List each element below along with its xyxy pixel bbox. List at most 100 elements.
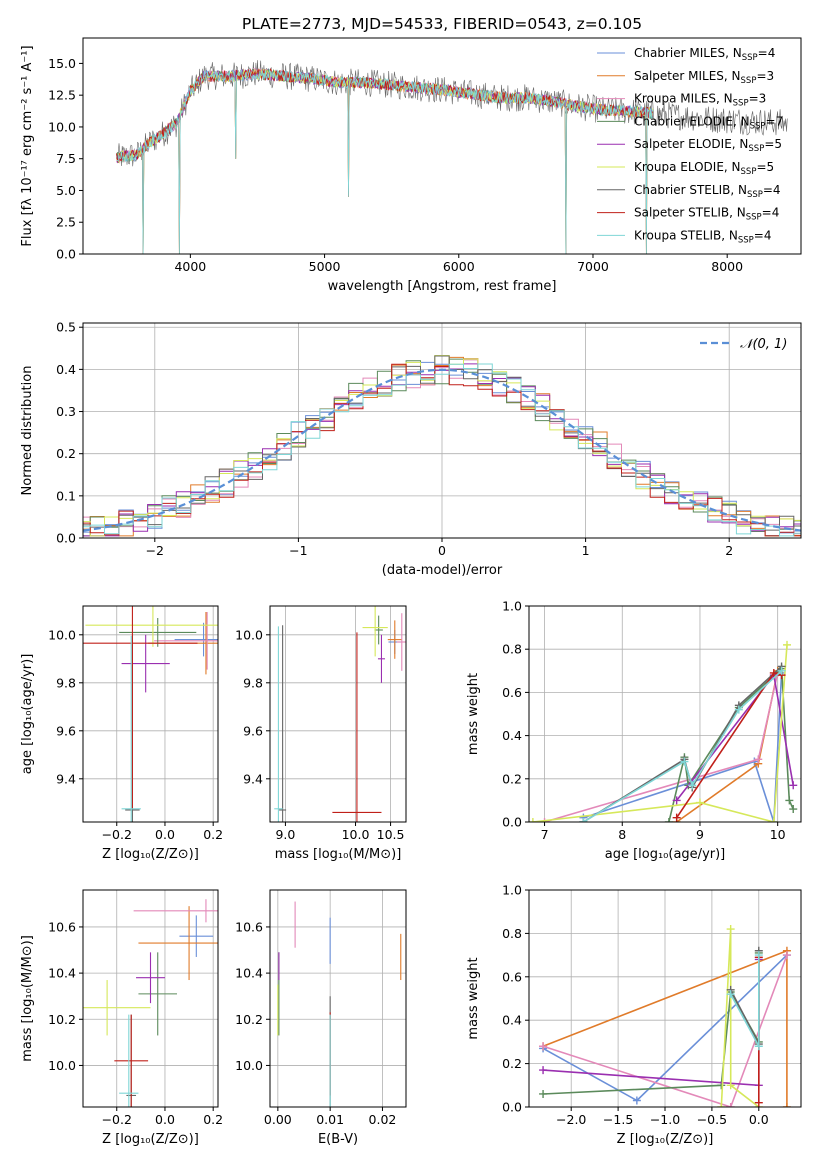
- y-tick-label: 2.5: [56, 215, 76, 230]
- panel-age-vs-mass: 9.0 10.0 10.5 9.4 9.6 9.8 10.0 mass [log₁₀(M/M⊙…: [235, 605, 407, 862]
- x-tick-label: −0.5: [697, 1112, 727, 1127]
- spectrum-line-5: [116, 68, 654, 254]
- y-tick-label: 10.0: [48, 1058, 76, 1073]
- histogram-step-6: [83, 355, 801, 531]
- y-tick-label: 9.8: [243, 675, 263, 690]
- weight-marker-4-2: [789, 781, 798, 790]
- y-axis-label: age [log₁₀(age/yr)]: [20, 654, 35, 775]
- legend-name: Chabrier MILES, N: [634, 46, 742, 60]
- x-tick-label: −2: [146, 543, 164, 558]
- x-axis-label: Z [log₁₀(Z/Z⊙)]: [102, 1132, 199, 1147]
- legend-label-3: Chabrier ELODIE, NSSP=7: [634, 114, 783, 131]
- x-tick-label: 0.2: [203, 1112, 223, 1127]
- x-tick-label: 8: [618, 827, 626, 842]
- legend-name: Chabrier ELODIE, N: [634, 114, 750, 128]
- y-tick-label: 0.0: [502, 815, 522, 830]
- y-tick-label: 0.2: [56, 446, 76, 461]
- x-tick-label: 0.0: [155, 827, 175, 842]
- legend-name: Salpeter ELODIE, N: [634, 137, 748, 151]
- y-axis-label: Normed distribution: [20, 366, 35, 496]
- legend-label-8: Kroupa STELIB, NSSP=4: [634, 228, 772, 245]
- y-tick-label: 0.3: [56, 404, 76, 419]
- weight-marker-7-0: [754, 1098, 763, 1107]
- x-tick-label: −2.0: [556, 1112, 586, 1127]
- x-tick-label: −1.0: [650, 1112, 680, 1127]
- y-tick-label: 10.2: [235, 1012, 263, 1027]
- y-tick-label: 10.0: [48, 627, 76, 642]
- y-tick-label: 0.0: [502, 1100, 522, 1115]
- y-axis-label: mass weight: [466, 673, 481, 755]
- histogram-step-2: [83, 359, 801, 537]
- histogram-step-8: [83, 363, 801, 537]
- axes-frame: [82, 37, 802, 255]
- legend-sub: SSP: [741, 167, 757, 177]
- y-tick-label: 0.8: [502, 926, 522, 941]
- legend-name: Kroupa ELODIE, N: [634, 160, 741, 174]
- grid-lines: [270, 890, 406, 1107]
- weight-marker-5-2: [726, 1081, 735, 1090]
- y-tick-label: 0.4: [502, 1013, 522, 1028]
- weight-marker-2-0: [540, 818, 549, 822]
- x-tick-label: 9: [696, 827, 704, 842]
- x-tick-label: 0.0: [155, 1112, 175, 1127]
- x-tick-label: 6000: [443, 259, 475, 274]
- legend-nssp: =4: [754, 228, 772, 242]
- weight-line-5: [720, 929, 760, 1107]
- y-tick-label: 9.6: [243, 723, 263, 738]
- axes-frame: [269, 889, 407, 1108]
- weight-line-8: [729, 955, 760, 1047]
- y-tick-label: 9.4: [56, 771, 76, 786]
- y-tick-label: 5.0: [56, 183, 76, 198]
- weight-marker-5-1: [726, 925, 735, 934]
- x-axis-label: Z [log₁₀(Z/Z⊙)]: [617, 1132, 714, 1147]
- x-tick-label: 8000: [711, 259, 743, 274]
- legend-nssp: =5: [756, 160, 774, 174]
- y-tick-label: 9.4: [243, 771, 263, 786]
- weight-line-5: [532, 644, 788, 822]
- plot-area: [539, 925, 791, 1107]
- legend-sub: SSP: [738, 235, 754, 245]
- legend-sub: SSP: [746, 213, 762, 223]
- y-tick-label: 0.4: [56, 362, 76, 377]
- weight-line-2: [542, 954, 788, 1107]
- axes-frame: [82, 322, 802, 539]
- weight-marker-2-1: [754, 755, 763, 764]
- axes-frame: [82, 889, 219, 1108]
- weight-marker-3-0: [664, 818, 673, 822]
- y-tick-label: 10.6: [235, 919, 263, 934]
- legend-name: Chabrier STELIB, N: [634, 183, 747, 197]
- x-axis-label: (data-model)/error: [382, 563, 503, 578]
- x-tick-label: 7: [541, 827, 549, 842]
- spectrum-line-6: [116, 60, 788, 167]
- plot-area: [274, 606, 406, 822]
- weight-marker-0-1: [632, 1096, 641, 1105]
- weight-marker-7-1: [769, 668, 778, 677]
- y-axis-label: mass weight: [466, 957, 481, 1039]
- legend-sub: SSP: [733, 99, 749, 109]
- x-axis-label: wavelength [Angstrom, rest frame]: [328, 279, 557, 294]
- legend-name: Kroupa STELIB, N: [634, 228, 738, 242]
- legend-nssp: =3: [749, 92, 767, 106]
- y-tick-label: 0.5: [56, 320, 76, 335]
- y-tick-label: 0.2: [502, 771, 522, 786]
- legend-label-1: Salpeter MILES, NSSP=3: [634, 69, 774, 86]
- x-tick-label: −1: [289, 543, 307, 558]
- plot-area: [83, 606, 218, 822]
- legend-name: Kroupa MILES, N: [634, 92, 733, 106]
- y-tick-label: 10.6: [48, 919, 76, 934]
- grid-lines: [270, 606, 406, 822]
- y-tick-label: 10.0: [235, 1058, 263, 1073]
- weight-marker-5-0: [529, 818, 537, 822]
- axes-frame: [528, 889, 802, 1108]
- spectrum-line-7: [116, 67, 654, 254]
- weight-marker-5-2: [769, 818, 778, 822]
- legend-sub: SSP: [748, 144, 764, 154]
- plot-area: [116, 60, 788, 254]
- weight-marker-8-0: [726, 990, 735, 999]
- y-tick-label: 12.5: [48, 88, 76, 103]
- x-axis-label: E(B-V): [318, 1132, 358, 1147]
- y-tick-label: 10.4: [235, 966, 263, 981]
- plot-area: [529, 640, 798, 822]
- weight-line-6: [582, 665, 783, 822]
